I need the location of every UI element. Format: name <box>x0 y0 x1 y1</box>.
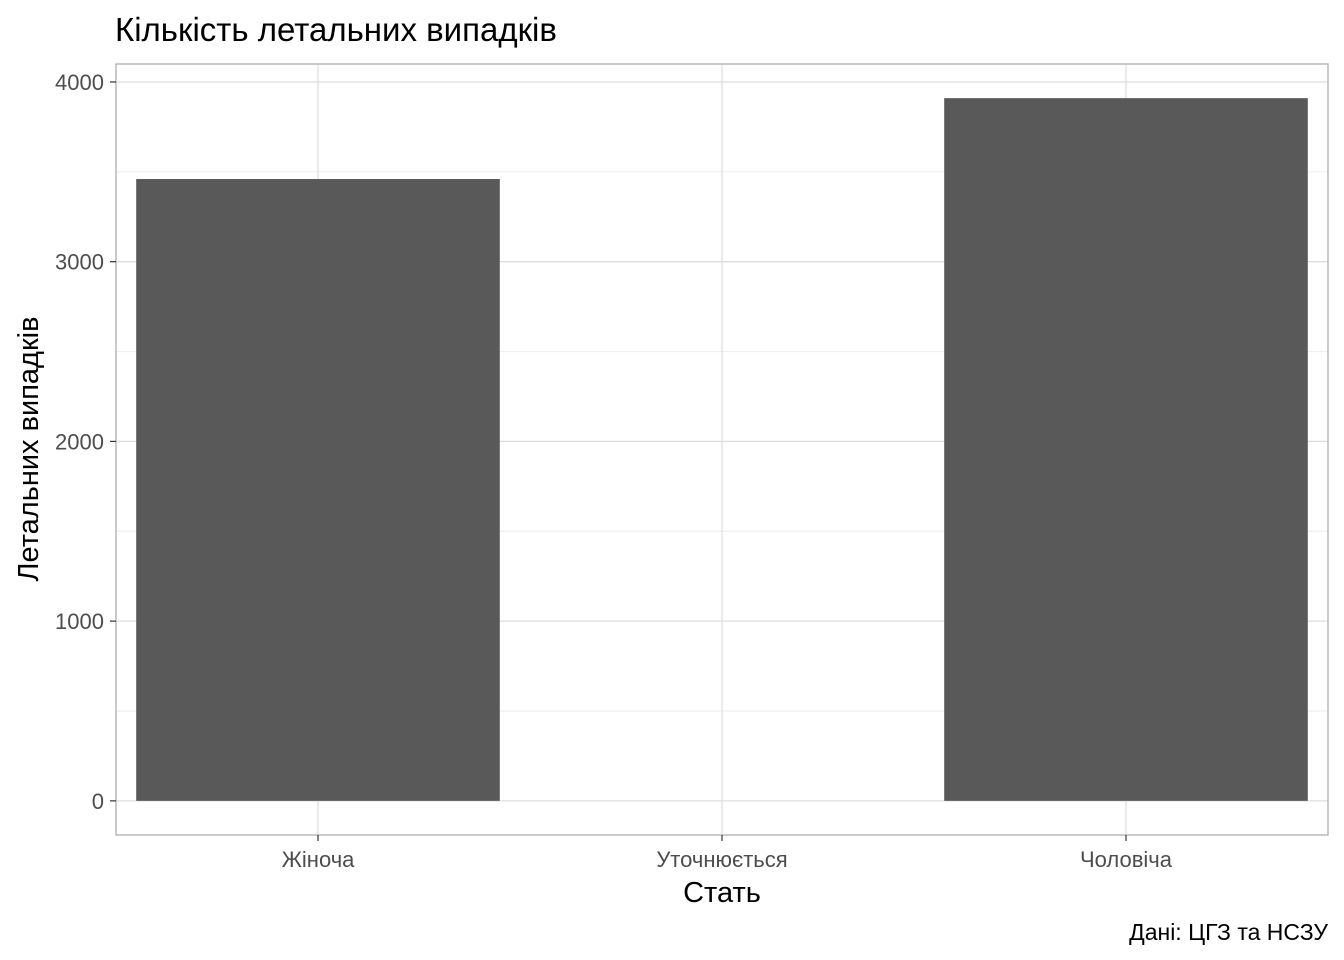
chart-caption: Дані: ЦГЗ та НСЗУ <box>1129 919 1328 945</box>
bar-2 <box>944 98 1308 801</box>
chart-title: Кількість летальних випадків <box>115 11 557 48</box>
x-axis-title: Стать <box>683 877 761 909</box>
x-tick-label: Чоловіча <box>1080 847 1173 872</box>
x-tick-label: Жіноча <box>282 847 356 872</box>
y-tick-label: 1000 <box>55 609 104 634</box>
y-tick-label: 4000 <box>55 70 104 95</box>
plot-area: 0 1000 2000 3000 4000 Жіноча Уточнюється Чолові… <box>55 63 1329 872</box>
y-tick-label: 0 <box>92 789 104 814</box>
y-tick-label: 2000 <box>55 429 104 454</box>
bar-0 <box>136 179 500 801</box>
y-tick-label: 3000 <box>55 250 104 275</box>
x-tick-label: Уточнюється <box>656 847 787 872</box>
y-axis-title: Летальних випадків <box>13 317 45 582</box>
